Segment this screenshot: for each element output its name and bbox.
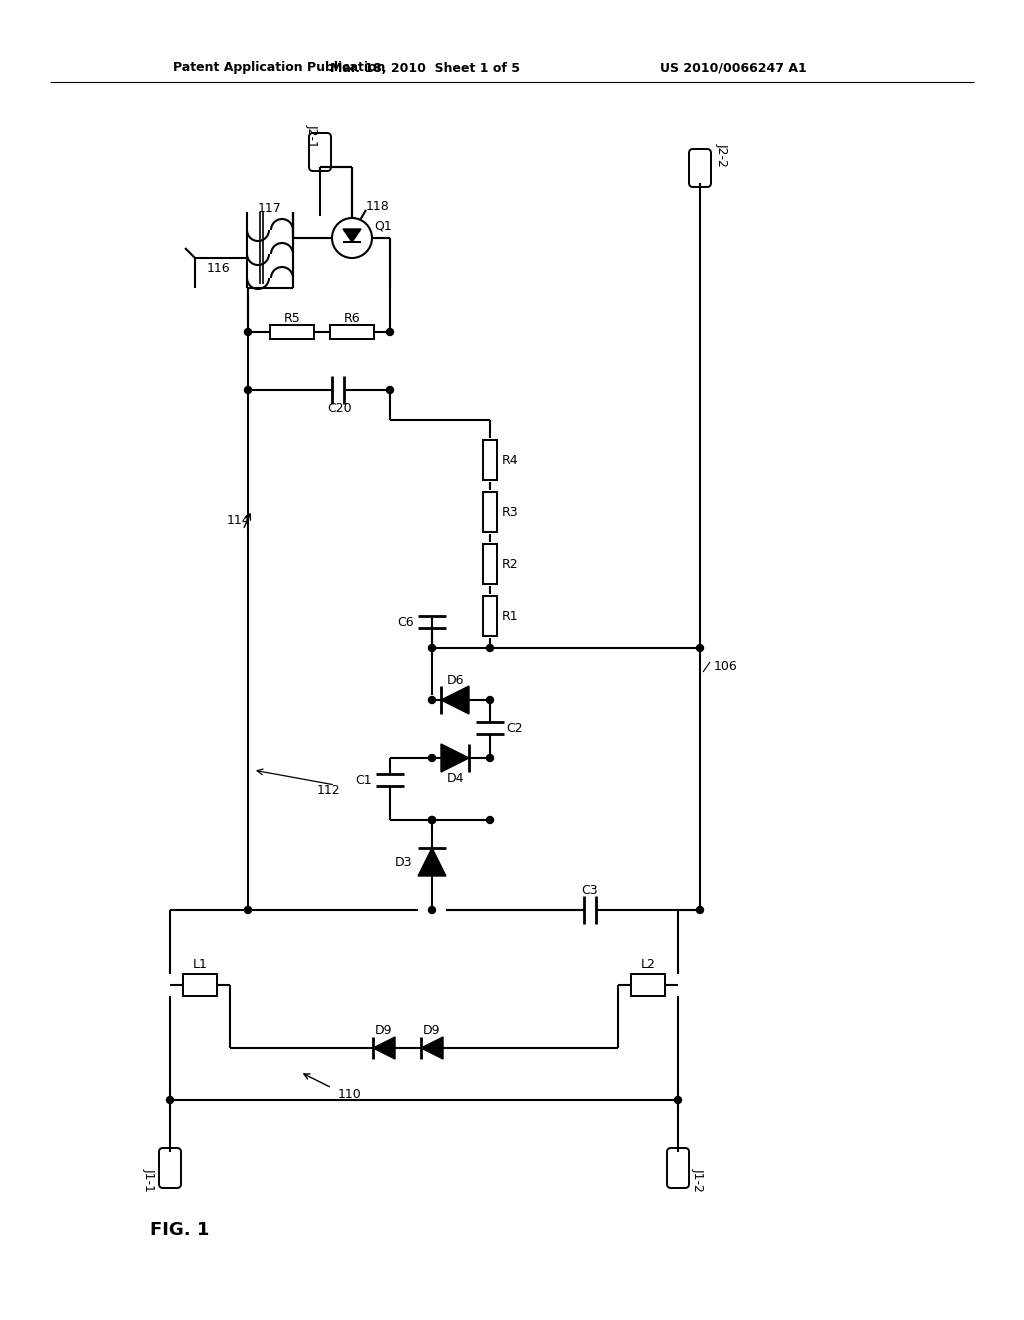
Circle shape <box>386 329 393 335</box>
Bar <box>483 597 497 636</box>
Text: J2-1: J2-1 <box>306 124 319 148</box>
Text: C20: C20 <box>328 401 352 414</box>
Polygon shape <box>441 744 469 772</box>
Text: J1-2: J1-2 <box>692 1168 705 1192</box>
Circle shape <box>428 644 435 652</box>
FancyBboxPatch shape <box>667 1148 689 1188</box>
FancyBboxPatch shape <box>159 1148 181 1188</box>
Circle shape <box>167 1097 173 1104</box>
Text: C1: C1 <box>355 774 372 787</box>
Polygon shape <box>418 847 446 876</box>
Bar <box>330 325 374 339</box>
Text: 117: 117 <box>258 202 282 214</box>
Circle shape <box>245 387 252 393</box>
Text: L2: L2 <box>641 958 655 972</box>
Text: 110: 110 <box>338 1089 361 1101</box>
Bar <box>483 492 497 532</box>
Circle shape <box>486 817 494 824</box>
Circle shape <box>486 697 494 704</box>
Text: FIG. 1: FIG. 1 <box>150 1221 209 1239</box>
Text: L1: L1 <box>193 958 208 972</box>
Text: D6: D6 <box>446 673 464 686</box>
Bar <box>483 544 497 583</box>
Bar <box>183 974 217 997</box>
Text: D3: D3 <box>394 855 412 869</box>
Circle shape <box>428 697 435 704</box>
Polygon shape <box>373 1038 395 1059</box>
Text: J2-2: J2-2 <box>716 143 729 166</box>
Text: C2: C2 <box>506 722 522 734</box>
Text: R4: R4 <box>502 454 518 466</box>
Bar <box>483 440 497 480</box>
Text: R6: R6 <box>344 312 360 325</box>
Text: 118: 118 <box>366 199 390 213</box>
Text: R1: R1 <box>502 610 518 623</box>
Circle shape <box>428 755 435 762</box>
Text: J1-1: J1-1 <box>143 1168 156 1192</box>
Circle shape <box>675 1097 682 1104</box>
Circle shape <box>696 907 703 913</box>
Text: C6: C6 <box>397 615 414 628</box>
Circle shape <box>486 755 494 762</box>
Polygon shape <box>343 228 361 242</box>
Text: D9: D9 <box>375 1023 393 1036</box>
Text: 106: 106 <box>714 660 737 672</box>
FancyBboxPatch shape <box>309 133 331 172</box>
Text: 114: 114 <box>226 513 250 527</box>
FancyBboxPatch shape <box>689 149 711 187</box>
Circle shape <box>428 907 435 913</box>
Text: Patent Application Publication: Patent Application Publication <box>173 62 385 74</box>
Text: Mar. 18, 2010  Sheet 1 of 5: Mar. 18, 2010 Sheet 1 of 5 <box>330 62 520 74</box>
Circle shape <box>245 907 252 913</box>
Text: D9: D9 <box>423 1023 440 1036</box>
Bar <box>631 974 665 997</box>
Circle shape <box>428 817 435 824</box>
Circle shape <box>245 329 252 335</box>
Text: 116: 116 <box>207 261 230 275</box>
Text: US 2010/0066247 A1: US 2010/0066247 A1 <box>660 62 807 74</box>
Text: C3: C3 <box>582 883 598 896</box>
Circle shape <box>696 644 703 652</box>
Polygon shape <box>421 1038 443 1059</box>
Text: D4: D4 <box>446 771 464 784</box>
Circle shape <box>386 387 393 393</box>
Polygon shape <box>441 686 469 714</box>
Text: R5: R5 <box>284 312 300 325</box>
Text: R3: R3 <box>502 506 518 519</box>
Circle shape <box>428 817 435 824</box>
Bar <box>270 325 314 339</box>
Text: 112: 112 <box>316 784 340 796</box>
Text: Q1: Q1 <box>374 219 392 232</box>
Circle shape <box>486 644 494 652</box>
Text: R2: R2 <box>502 557 518 570</box>
